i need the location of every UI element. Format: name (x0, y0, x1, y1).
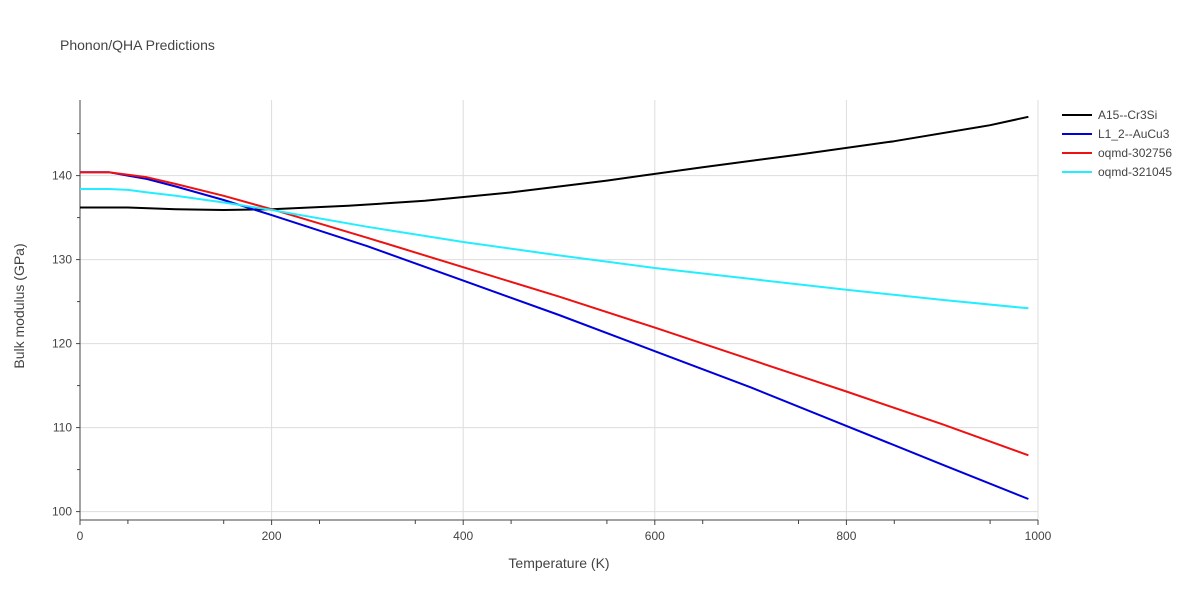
legend-item[interactable]: oqmd-321045 (1062, 165, 1172, 179)
y-tick-label: 140 (52, 169, 72, 183)
series-layer (80, 115, 1029, 500)
axes: 0 200 400 600 800 1000 100 110 120 130 140 (52, 100, 1052, 543)
y-tick-label: 110 (53, 421, 72, 435)
x-tick-label: 400 (453, 529, 473, 543)
series-line-1 (80, 115, 1029, 211)
legend-label: L1_2--AuCu3 (1098, 127, 1170, 141)
y-tick-label: 120 (52, 337, 72, 351)
series-line-2 (80, 171, 1029, 500)
x-tick-label: 200 (262, 529, 282, 543)
legend-item[interactable]: L1_2--AuCu3 (1062, 127, 1170, 141)
x-axis-title: Temperature (K) (508, 555, 609, 571)
y-axis-title: Bulk modulus (GPa) (11, 243, 27, 368)
y-tick-label: 130 (52, 253, 72, 267)
y-tick-label: 100 (52, 505, 72, 519)
x-tick-label: 600 (645, 529, 665, 543)
legend-item[interactable]: oqmd-302756 (1062, 146, 1172, 160)
legend-label: oqmd-321045 (1098, 165, 1172, 179)
chart-title: Phonon/QHA Predictions (60, 37, 215, 53)
grid (80, 100, 1039, 520)
series-line-3 (80, 171, 1029, 457)
legend-item[interactable]: A15--Cr3Si (1062, 108, 1157, 122)
series-line-4 (80, 188, 1029, 310)
x-tick-label: 800 (836, 529, 856, 543)
x-tick-label: 0 (77, 529, 84, 543)
legend-label: oqmd-302756 (1098, 146, 1172, 160)
legend[interactable]: A15--Cr3Si L1_2--AuCu3 oqmd-302756 oqmd-321… (1062, 108, 1172, 179)
legend-label: A15--Cr3Si (1098, 108, 1157, 122)
x-tick-label: 1000 (1025, 529, 1052, 543)
